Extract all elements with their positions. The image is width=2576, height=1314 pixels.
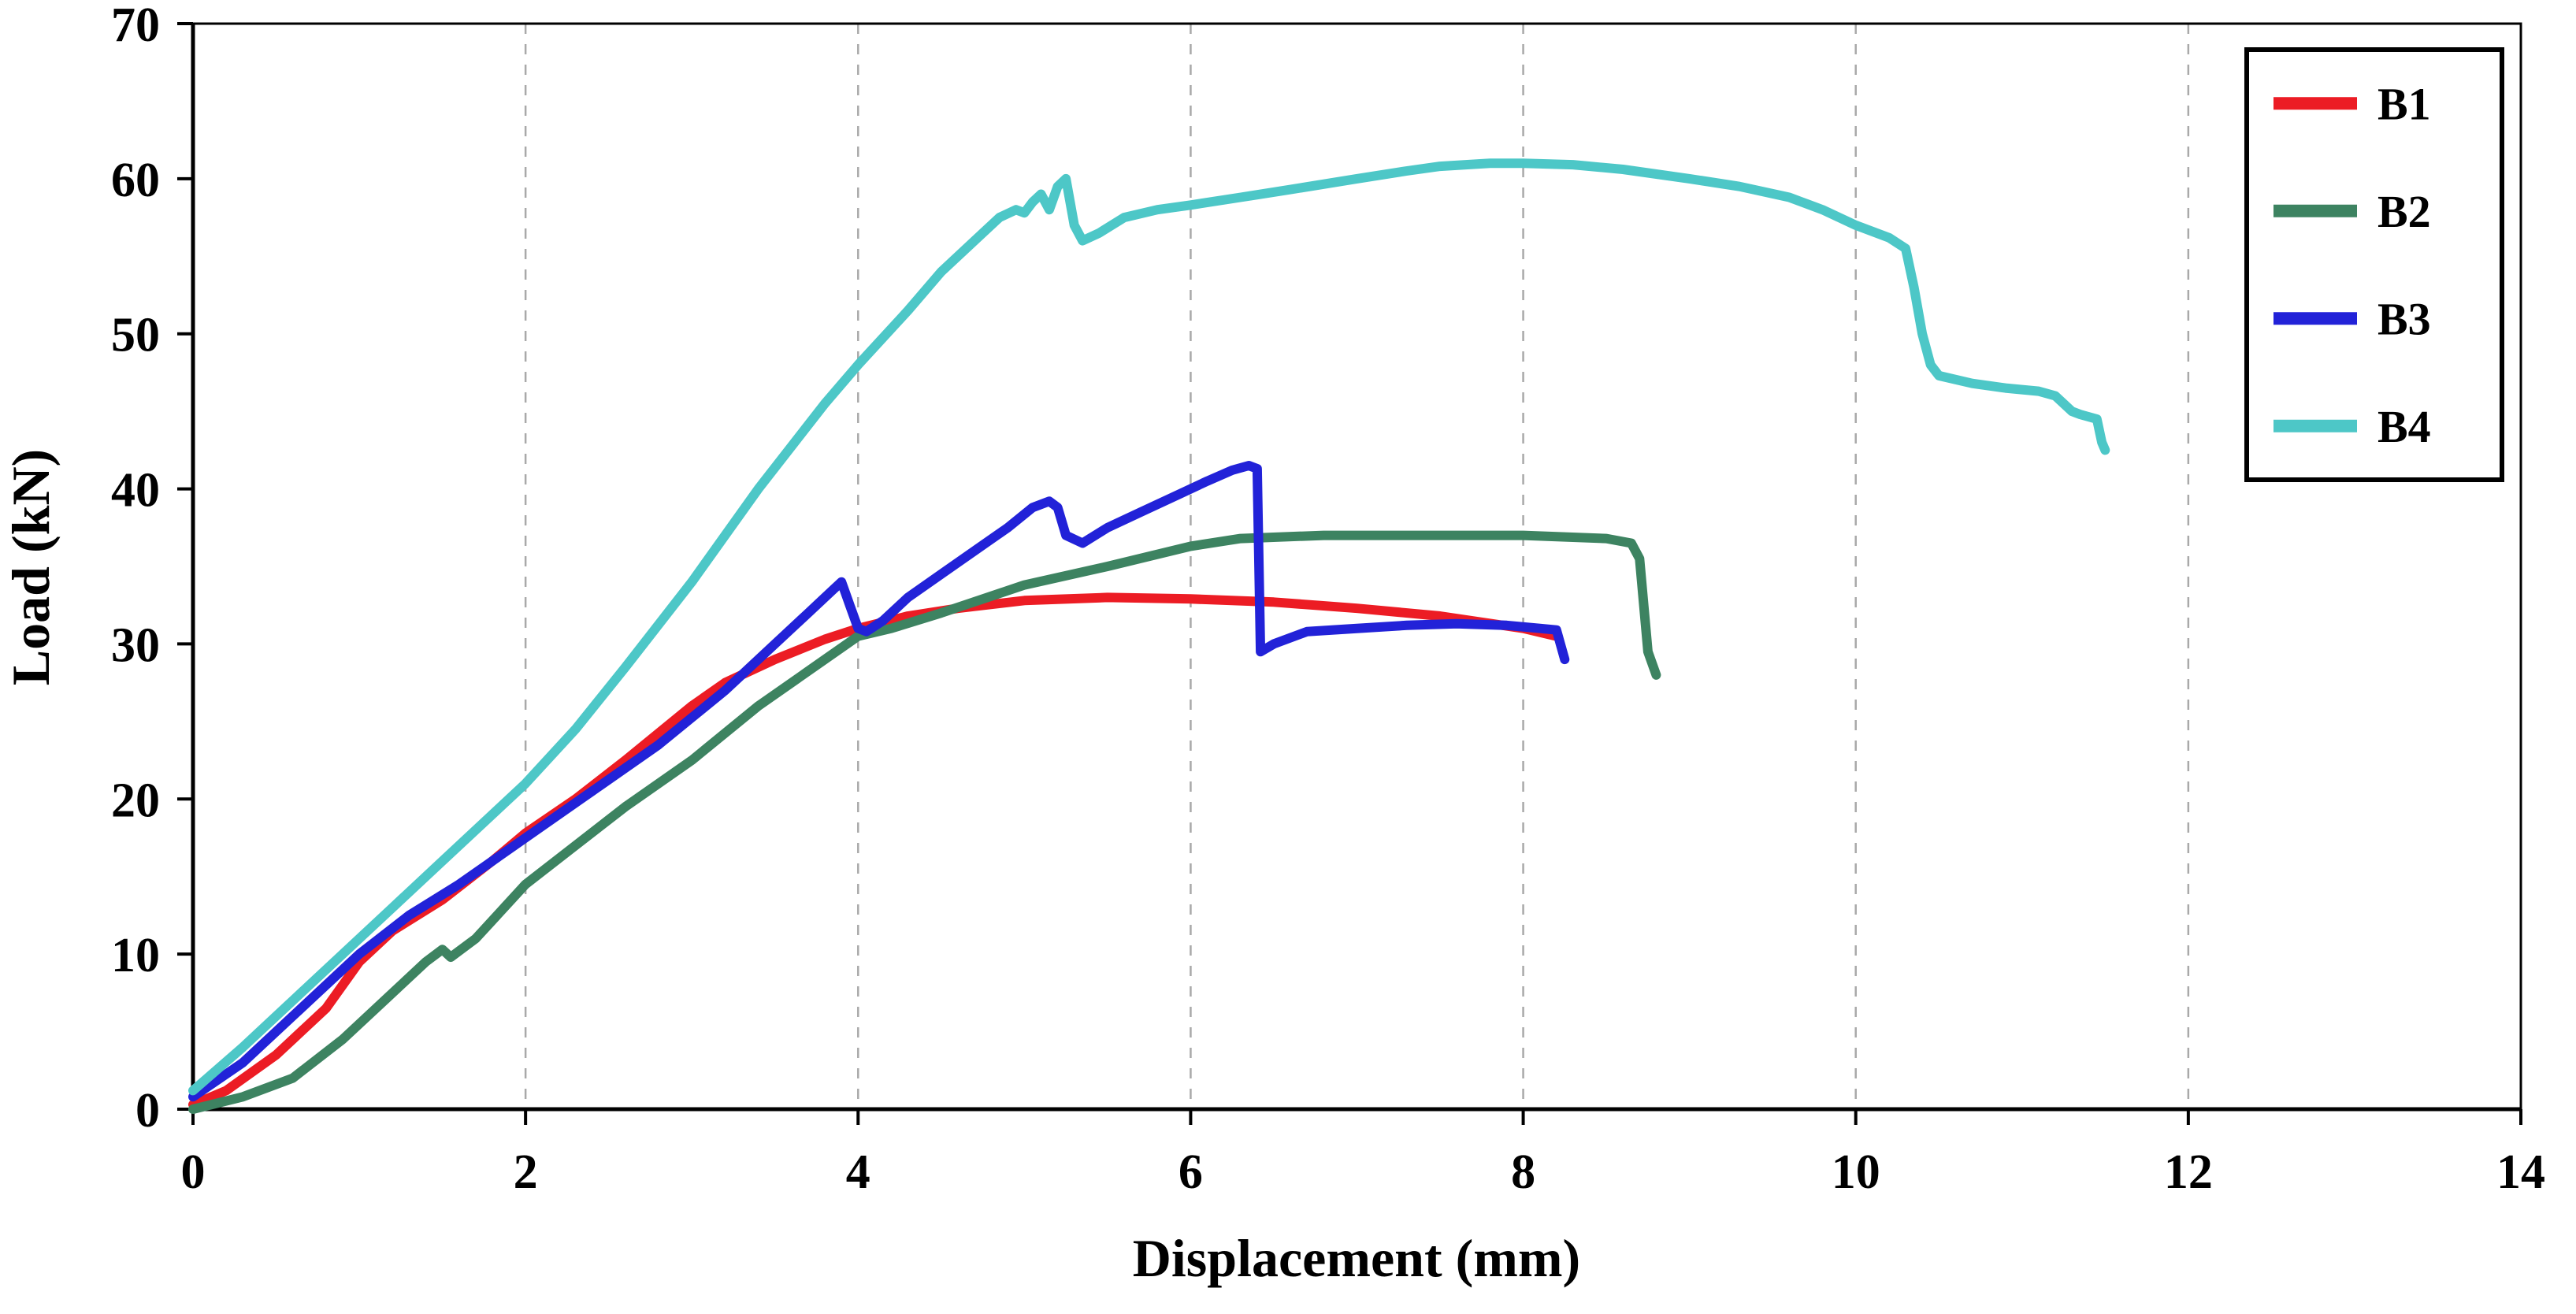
data-series: [188, 158, 2110, 1114]
y-tick-label-20: 20: [111, 774, 160, 827]
axis-tick-labels: 0 2 4 6 8 10 12 14 0 10 20 30 40 50 60 70: [111, 0, 2545, 1199]
y-tick-label-50: 50: [111, 309, 160, 362]
x-tick-label-10: 10: [1832, 1145, 1880, 1199]
y-tick-label-60: 60: [111, 154, 160, 207]
x-tick-label-8: 8: [1511, 1145, 1535, 1199]
legend-label-B2: B2: [2377, 186, 2431, 237]
legend-label-B3: B3: [2377, 293, 2431, 344]
x-tick-label-2: 2: [514, 1145, 538, 1199]
x-tick-label-12: 12: [2164, 1145, 2213, 1199]
y-tick-label-10: 10: [111, 929, 160, 982]
series-B1-line: [188, 592, 1561, 1110]
y-tick-label-0: 0: [135, 1084, 160, 1138]
y-tick-label-30: 30: [111, 618, 160, 672]
x-tick-label-4: 4: [846, 1145, 870, 1199]
series-B4-line: [188, 158, 2110, 1096]
legend-label-B4: B4: [2377, 401, 2431, 452]
plot-border: [191, 22, 2522, 1111]
axis-ticks: [177, 22, 2522, 1125]
x-axis-title: Displacement (mm): [1133, 1228, 1580, 1288]
legend: B1 B2 B3 B4: [2244, 47, 2504, 482]
x-tick-label-14: 14: [2496, 1145, 2545, 1199]
series-B2-line: [188, 530, 1661, 1114]
legend-label-B1: B1: [2377, 78, 2431, 129]
y-tick-label-40: 40: [111, 464, 160, 518]
y-axis-title: Load (kN): [1, 449, 61, 685]
x-tick-label-0: 0: [181, 1145, 206, 1199]
legend-box: [2244, 47, 2504, 482]
y-tick-label-70: 70: [111, 0, 160, 52]
plot-frame: [191, 22, 2522, 1112]
gridlines: [524, 24, 2522, 1109]
series-B3-line: [188, 461, 1570, 1102]
x-tick-label-6: 6: [1179, 1145, 1203, 1199]
